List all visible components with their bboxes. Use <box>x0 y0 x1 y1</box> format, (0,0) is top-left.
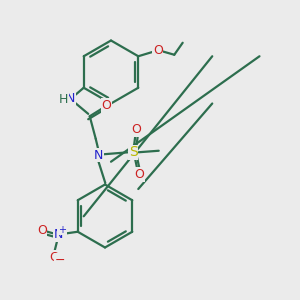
Text: O: O <box>131 123 141 136</box>
Text: N: N <box>65 92 75 105</box>
Text: H: H <box>59 93 68 106</box>
Text: N: N <box>94 149 104 162</box>
Text: O: O <box>101 99 111 112</box>
Text: O: O <box>49 251 59 264</box>
Text: +: + <box>58 225 66 235</box>
Text: N: N <box>53 228 63 241</box>
Text: S: S <box>129 145 138 159</box>
Text: O: O <box>153 44 163 57</box>
Text: O: O <box>37 224 47 237</box>
Text: −: − <box>55 254 66 267</box>
Text: O: O <box>134 168 144 181</box>
